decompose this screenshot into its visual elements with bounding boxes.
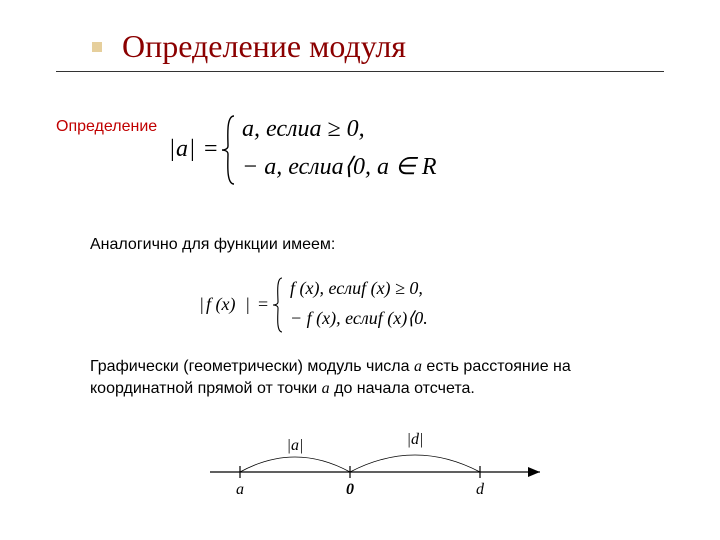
arc-d bbox=[350, 455, 480, 472]
f2-line2: − f (x), еслиf (x)⟨0. bbox=[290, 308, 428, 329]
formula-abs-a-svg: | a | = a, еслиа ≥ 0, − a, еслиа⟨0, a ∈ … bbox=[170, 108, 550, 188]
number-line-svg: a 0 d |a| |d| bbox=[200, 410, 560, 510]
axis-label-d: d bbox=[476, 481, 485, 498]
title-text: Определение модуля bbox=[122, 28, 406, 64]
para2-post: до начала отсчета. bbox=[330, 380, 475, 397]
para-analogous: Аналогично для функции имеем: bbox=[90, 236, 335, 254]
f2-bar-r: | bbox=[246, 294, 250, 314]
axis-label-0: 0 bbox=[346, 481, 354, 498]
definition-label: Определение bbox=[56, 118, 157, 136]
brace-icon bbox=[222, 116, 234, 184]
para2-pre: Графически (геометрически) модуль числа bbox=[90, 358, 414, 375]
brace-icon bbox=[273, 278, 282, 332]
f1-line2: − a, еслиа⟨0, a ∈ R bbox=[242, 154, 437, 180]
title-rule bbox=[56, 71, 664, 72]
page-title: Определение модуля bbox=[92, 28, 406, 64]
f2-eq: = bbox=[258, 294, 268, 314]
para-geometric: Графически (геометрически) модуль числа … bbox=[90, 356, 650, 399]
para2-var-a: а bbox=[414, 358, 422, 375]
f1-line1: a, еслиа ≥ 0, bbox=[242, 116, 365, 142]
arrow-icon bbox=[528, 467, 540, 477]
formula-abs-fx: | f (x) | = f (x), еслиf (x) ≥ 0, − f (x… bbox=[200, 272, 560, 341]
axis-label-a: a bbox=[236, 481, 244, 498]
formula-abs-fx-svg: | f (x) | = f (x), еслиf (x) ≥ 0, − f (x… bbox=[200, 272, 560, 336]
arc-a bbox=[240, 457, 350, 472]
title-block: Определение модуля bbox=[92, 28, 664, 65]
f1-eq: = bbox=[204, 136, 218, 162]
f1-bar-r: | bbox=[190, 136, 195, 162]
f2-bar-l: | bbox=[200, 294, 204, 314]
number-line-diagram: a 0 d |a| |d| bbox=[200, 410, 560, 510]
f1-bar-l: | bbox=[170, 136, 175, 162]
formula-abs-a: | a | = a, еслиа ≥ 0, − a, еслиа⟨0, a ∈ … bbox=[170, 108, 550, 193]
arc-label-d: |d| bbox=[407, 431, 424, 448]
slide: Определение модуля Определение | a | = a… bbox=[0, 0, 720, 540]
title-bullet-icon bbox=[92, 42, 102, 52]
f2-line1: f (x), еслиf (x) ≥ 0, bbox=[290, 278, 423, 299]
f1-a: a bbox=[176, 136, 188, 162]
arc-label-a: |a| bbox=[287, 437, 304, 454]
para2-var-a2: а bbox=[322, 380, 330, 397]
f2-fx: f (x) bbox=[206, 294, 235, 315]
